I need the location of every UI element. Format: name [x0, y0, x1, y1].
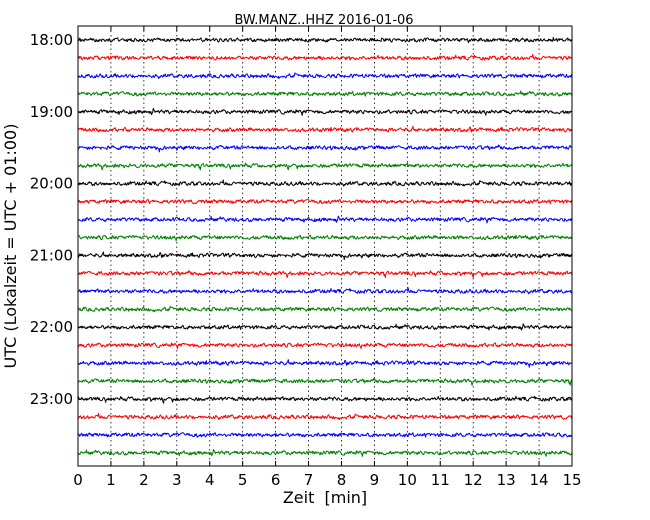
- y-tick-label-2000: 20:00: [30, 175, 73, 193]
- y-tick-label-1800: 18:00: [30, 31, 73, 49]
- trace-group: [77, 36, 573, 457]
- y-axis-ticks: 18:00 19:00 20:00 21:00 22:00 23:00: [30, 31, 572, 408]
- trace-2015: [77, 198, 573, 205]
- trace-2130: [77, 287, 573, 295]
- trace-2045: [77, 234, 573, 242]
- trace-1915: [77, 125, 573, 133]
- x-tick-label-12: 12: [464, 471, 483, 489]
- x-tick-label-15: 15: [562, 471, 581, 489]
- y-tick-label-2300: 23:00: [30, 390, 73, 408]
- trace-2000: [77, 179, 573, 187]
- trace-2330: [77, 432, 573, 438]
- x-tick-label-9: 9: [370, 471, 380, 489]
- x-tick-label-3: 3: [172, 471, 182, 489]
- trace-2230: [77, 359, 573, 368]
- trace-1830: [77, 72, 573, 79]
- trace-1800: [77, 36, 573, 44]
- x-tick-label-4: 4: [205, 471, 215, 489]
- chart-title: BW.MANZ..HHZ 2016-01-06: [234, 13, 413, 28]
- x-tick-label-8: 8: [337, 471, 347, 489]
- trace-2030: [77, 215, 573, 224]
- x-tick-label-2: 2: [139, 471, 149, 489]
- trace-1900: [77, 107, 573, 116]
- x-tick-label-11: 11: [431, 471, 450, 489]
- y-tick-label-1900: 19:00: [30, 103, 73, 121]
- y-tick-label-2200: 22:00: [30, 318, 73, 336]
- x-tick-label-7: 7: [304, 471, 314, 489]
- trace-2245: [77, 377, 573, 386]
- x-tick-label-5: 5: [238, 471, 248, 489]
- y-tick-label-2100: 21:00: [30, 246, 73, 264]
- x-axis-label: Zeit [min]: [283, 488, 367, 507]
- x-axis-ticks: 0 1 2 3 4 5 6 7 8 9 10 11 12 13 14 15: [73, 26, 582, 489]
- trace-2200: [77, 323, 573, 331]
- trace-2145: [77, 305, 573, 313]
- x-tick-label-14: 14: [530, 471, 549, 489]
- x-tick-label-13: 13: [497, 471, 516, 489]
- x-tick-label-0: 0: [73, 471, 83, 489]
- x-tick-label-1: 1: [106, 471, 116, 489]
- trace-2215: [77, 342, 573, 350]
- trace-1930: [77, 144, 573, 153]
- trace-2315: [77, 412, 573, 420]
- y-axis-label: UTC (Lokalzeit = UTC + 01:00): [1, 124, 20, 369]
- trace-1945: [77, 162, 573, 171]
- trace-1845: [77, 90, 573, 97]
- plot-frame: [77, 25, 573, 467]
- trace-2300: [77, 395, 573, 404]
- x-tick-label-10: 10: [398, 471, 417, 489]
- grid-lines: [110, 26, 540, 466]
- trace-1815: [77, 53, 573, 61]
- trace-2100: [77, 251, 573, 261]
- x-tick-label-6: 6: [271, 471, 281, 489]
- trace-2115: [77, 270, 573, 279]
- trace-2345: [77, 448, 573, 457]
